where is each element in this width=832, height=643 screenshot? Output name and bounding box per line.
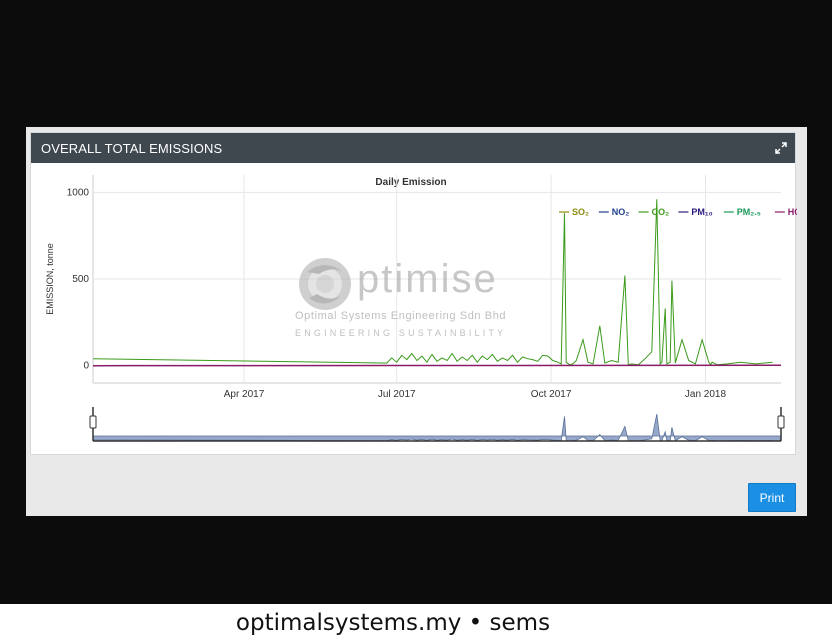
- legend-item: PM₂.₅: [737, 207, 761, 217]
- x-tick-label: Jul 2017: [378, 389, 416, 400]
- chart-title: Daily Emission: [375, 177, 446, 188]
- legend-item: HC: [788, 207, 797, 217]
- series-line: [92, 199, 773, 366]
- expand-arrows-icon[interactable]: [775, 142, 787, 154]
- x-tick-label: Apr 2017: [224, 389, 265, 400]
- print-button[interactable]: Print: [748, 483, 796, 512]
- legend-item: CO₂: [652, 207, 670, 217]
- emission-chart: Daily Emission 0 500 1000 Apr 2017 Jul 2017 Oc…: [31, 163, 797, 456]
- y-tick-label: 1000: [67, 187, 90, 198]
- chart-svg: Daily Emission 0 500 1000 Apr 2017 Jul 2017 Oc…: [45, 175, 797, 442]
- y-tick-label: 500: [72, 274, 89, 285]
- panel-header: OVERALL TOTAL EMISSIONS: [31, 133, 795, 163]
- panel-title: OVERALL TOTAL EMISSIONS: [41, 141, 223, 156]
- legend-item: PM₁₀: [691, 207, 712, 217]
- range-selector-area: [92, 414, 782, 442]
- range-handle-left[interactable]: [89, 415, 97, 429]
- y-axis-label: EMISSION, tonne: [45, 243, 55, 315]
- legend-item: SO₂: [572, 207, 589, 217]
- footer-text: optimalsystems.my • sems: [235, 610, 551, 636]
- legend-item: NO₂: [612, 207, 630, 217]
- range-handle-right[interactable]: [777, 415, 785, 429]
- x-tick-label: Jan 2018: [685, 389, 727, 400]
- footer-bar: optimalsystems.my • sems: [0, 604, 832, 643]
- y-tick-label: 0: [83, 361, 89, 372]
- x-tick-label: Oct 2017: [531, 389, 572, 400]
- emissions-panel: OVERALL TOTAL EMISSIONS Daily Emission 0 5…: [30, 132, 797, 456]
- dashboard-frame: OVERALL TOTAL EMISSIONS Daily Emission 0 5…: [26, 127, 807, 516]
